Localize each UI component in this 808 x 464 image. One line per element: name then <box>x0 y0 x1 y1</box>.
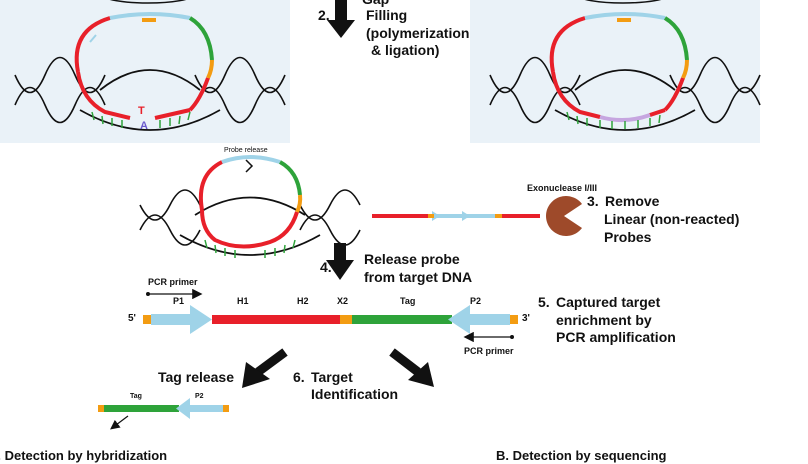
top-right-probe <box>549 0 689 129</box>
top-left-dna-helix <box>14 56 286 131</box>
tag-fragment-tag-label: Tag <box>130 393 142 400</box>
tag-release-label: Tag release <box>158 369 235 385</box>
linear-probe <box>372 211 540 221</box>
five-prime-label: 5' <box>128 313 136 324</box>
top-right-dna-helix <box>489 56 761 131</box>
step4-line1: Release probe <box>364 251 460 267</box>
step4-arrow <box>326 243 354 280</box>
step2-line3: & ligation) <box>371 42 440 58</box>
segment-p2-label: P2 <box>470 296 482 306</box>
step6-number: 6. <box>293 369 305 385</box>
step3-number: 3. <box>587 193 599 209</box>
step6-line1: Target <box>311 369 353 385</box>
base-t-label: T <box>138 105 145 117</box>
base-a-label: A <box>140 120 148 132</box>
probe-release-label: Probe release <box>224 147 268 154</box>
segment-x2-label: X2 <box>337 296 349 306</box>
step2-line1: Filling <box>366 7 408 23</box>
middle-dna-helix <box>139 189 361 256</box>
step5-line2: enrichment by <box>556 312 652 328</box>
step3-line1: Remove <box>605 193 660 209</box>
step6-line2: Identification <box>311 386 399 402</box>
step4-line2: from target DNA <box>364 269 473 285</box>
pcr-primer-right-arrow <box>463 331 514 343</box>
three-prime-label: 3' <box>522 313 530 324</box>
construct-bar <box>143 305 518 334</box>
step5-number: 5. <box>538 294 550 310</box>
tag-fragment <box>98 398 229 419</box>
exonuclease-pacman-icon <box>546 196 582 236</box>
step2-number: 2. <box>318 7 330 23</box>
tag-fragment-arrow <box>110 415 129 430</box>
segment-h1-label: H1 <box>237 296 249 306</box>
detection-sequencing-heading: B. Detection by sequencing <box>496 448 667 463</box>
step4-number: 4. <box>320 259 332 275</box>
branch-left-arrow <box>242 348 288 388</box>
step3-line3: Probes <box>604 229 652 245</box>
step2-line2: (polymerization <box>366 25 470 41</box>
step5-line1: Captured target <box>556 294 661 310</box>
step2-arrow <box>327 0 355 38</box>
pcr-primer-left-arrow <box>146 288 203 300</box>
top-left-probe <box>74 0 214 128</box>
step2-title: Gap <box>362 0 389 8</box>
step3-line2: Linear (non-reacted) <box>604 211 740 227</box>
step5-line3: PCR amplification <box>556 329 676 345</box>
segment-h2-label: H2 <box>297 296 309 306</box>
branch-right-arrow <box>389 348 434 387</box>
pcr-primer-right-label: PCR primer <box>464 346 514 356</box>
segment-tag-label: Tag <box>400 296 416 306</box>
exonuclease-label: Exonuclease I/III <box>527 183 598 193</box>
pcr-primer-left-label: PCR primer <box>148 277 198 287</box>
segment-p1-label: P1 <box>173 296 185 306</box>
detection-hybridization-heading: A. Detection by hybridization <box>0 448 168 463</box>
top-left-panel <box>0 0 290 143</box>
tag-fragment-p2-label: P2 <box>195 393 204 400</box>
middle-probe <box>199 155 303 258</box>
